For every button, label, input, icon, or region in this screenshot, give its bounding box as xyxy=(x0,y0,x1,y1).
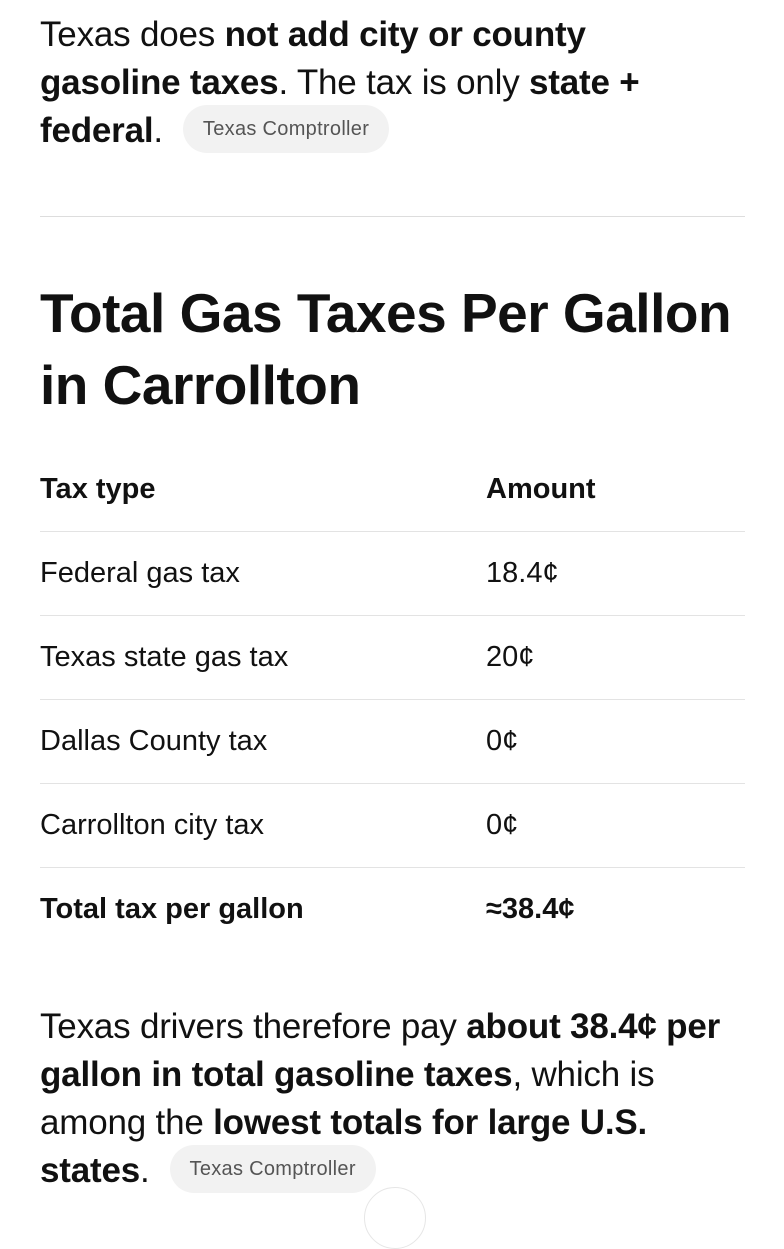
intro-bold-2: state + federal xyxy=(40,63,640,150)
summary-bold-2: lowest totals for large U.S. states xyxy=(40,1103,648,1190)
table-row: Dallas County tax 0¢ xyxy=(40,699,745,784)
column-header-tax-type: Tax type xyxy=(40,447,486,532)
intro-text-2: . The tax is only xyxy=(278,63,530,102)
total-label-cell: Total tax per gallon xyxy=(40,893,304,925)
amount-cell: 0¢ xyxy=(486,783,745,868)
source-chip-intro[interactable]: Texas Comptroller xyxy=(182,104,390,153)
summary-text-3: . xyxy=(139,1151,150,1190)
tax-type-cell: Federal gas tax xyxy=(40,531,486,616)
section-divider xyxy=(40,216,745,217)
table-row: Texas state gas tax 20¢ xyxy=(40,615,745,700)
amount-cell: 20¢ xyxy=(486,615,745,700)
column-header-amount: Amount xyxy=(486,447,745,532)
summary-text-1: Texas drivers therefore pay xyxy=(40,1007,467,1046)
tax-type-cell: Texas state gas tax xyxy=(40,615,486,700)
summary-bold-1: about 38.4¢ per gallon in total gasoline… xyxy=(40,1007,721,1094)
table-row: Federal gas tax 18.4¢ xyxy=(40,531,745,616)
summary-paragraph: Texas drivers therefore pay about 38.4¢ … xyxy=(40,1003,745,1197)
intro-text-3: . xyxy=(153,111,163,150)
total-amount-cell: ≈38.4¢ xyxy=(486,893,575,925)
gas-tax-table: Tax type Amount Federal gas tax 18.4¢ Te… xyxy=(40,447,745,951)
intro-text-1: Texas does xyxy=(40,15,225,54)
section-heading: Total Gas Taxes Per Gallon in Carrollton xyxy=(40,282,732,416)
source-chip-summary[interactable]: Texas Comptroller xyxy=(169,1144,376,1193)
amount-cell: 18.4¢ xyxy=(486,531,745,616)
tax-type-cell: Carrollton city tax xyxy=(40,783,486,868)
table-header-row: Tax type Amount xyxy=(40,447,745,532)
intro-bold-1: not add city or county gasoline taxes xyxy=(40,15,586,102)
amount-cell: 0¢ xyxy=(486,699,745,784)
intro-paragraph: Texas does not add city or county gasoli… xyxy=(40,11,730,157)
floating-button-partial[interactable] xyxy=(364,1187,426,1249)
table-row: Carrollton city tax 0¢ xyxy=(40,783,745,868)
tax-type-cell: Dallas County tax xyxy=(40,699,486,784)
table-total-row: Total tax per gallon ≈38.4¢ xyxy=(40,868,745,952)
summary-text-2: , which is among the xyxy=(40,1055,655,1142)
